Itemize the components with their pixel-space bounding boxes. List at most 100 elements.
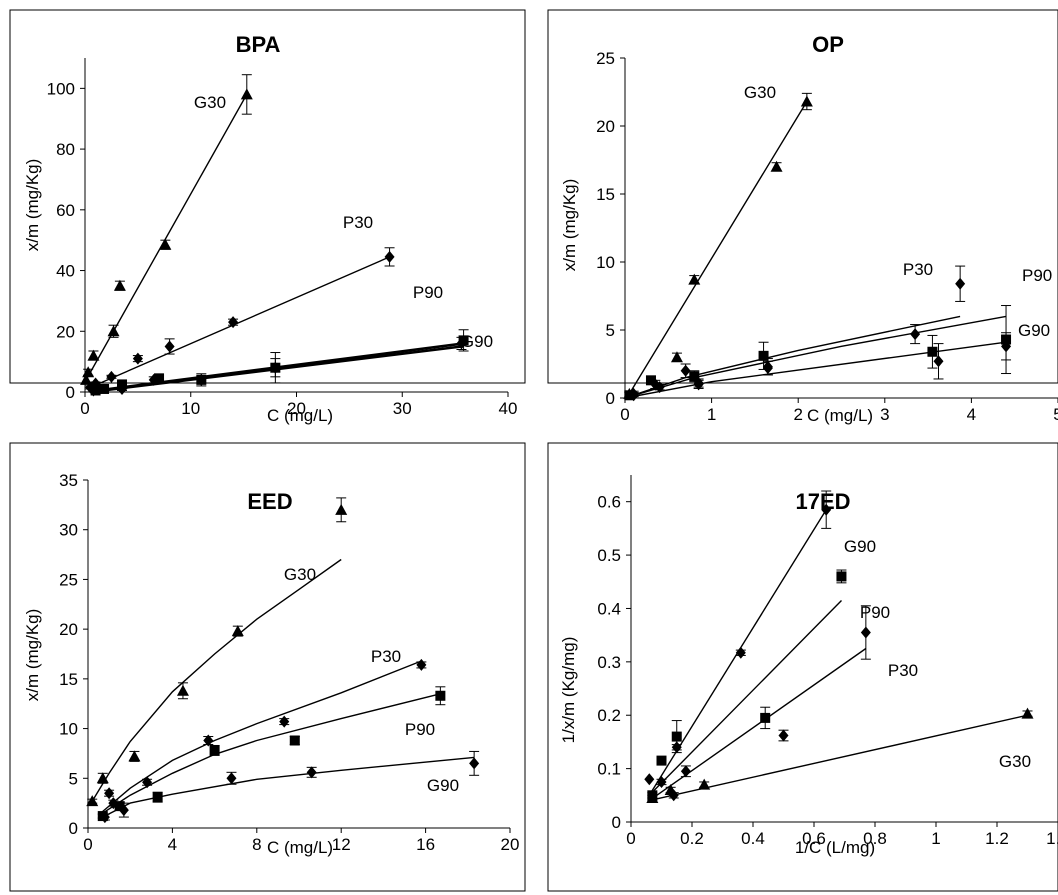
x-tick-label: 4 <box>168 835 177 854</box>
x-tick-label: 0 <box>83 835 92 854</box>
fit-line <box>648 600 842 796</box>
data-point-0 <box>88 384 99 397</box>
series-label: P30 <box>903 260 933 279</box>
y-tick-label: 60 <box>56 201 75 220</box>
x-tick-label: 0 <box>620 405 629 424</box>
x-tick-label: 20 <box>501 835 520 854</box>
x-tick-label: 30 <box>393 399 412 418</box>
x-tick-label: 12 <box>332 835 351 854</box>
data-point-3 <box>209 745 220 756</box>
data-point-1 <box>96 772 109 784</box>
data-point-2 <box>693 378 704 391</box>
fit-line <box>91 558 342 802</box>
y-tick-label: 10 <box>596 253 615 272</box>
chart-panel-3: EED 0 5 10 15 20 25 30 35 0 4 8 12 16 20 C (mg/L) x/m (m… <box>9 442 526 892</box>
y-tick-label: 0.5 <box>597 546 621 565</box>
x-tick-label: 1 <box>707 405 716 424</box>
series-label: P30 <box>888 661 918 680</box>
x-tick-label: 0.2 <box>680 829 704 848</box>
chart-title: EED <box>247 489 292 514</box>
x-tick-label: 0.4 <box>741 829 765 848</box>
data-point-0 <box>646 791 659 803</box>
data-point-5 <box>1001 340 1012 353</box>
data-point-5 <box>416 658 427 671</box>
data-point-2 <box>689 371 700 382</box>
series-P90: P90 <box>97 686 446 822</box>
chart-title: BPA <box>236 32 281 57</box>
data-point-5 <box>435 690 446 701</box>
data-point-6 <box>384 250 395 263</box>
fit-line <box>624 315 1007 399</box>
chart-panel-1: BPA 0 20 40 60 80 100 0 10 20 30 40 C (mg/L) x/m (mg/… <box>9 9 526 425</box>
series-label: P90 <box>860 603 890 622</box>
y-tick-label: 25 <box>59 570 78 589</box>
y-tick-label: 100 <box>47 79 75 98</box>
data-point-0 <box>656 775 667 788</box>
data-point-2 <box>106 370 117 383</box>
series-label: P90 <box>405 720 435 739</box>
data-point-4 <box>800 95 813 107</box>
data-point-3 <box>770 160 783 172</box>
data-point-2 <box>148 373 159 386</box>
data-point-6 <box>955 277 966 290</box>
data-point-5 <box>335 503 348 515</box>
data-point-3 <box>760 712 771 723</box>
series-G30: G30 <box>86 497 348 807</box>
data-point-4 <box>279 715 290 728</box>
chart-frame <box>9 9 526 384</box>
y-tick-label: 0.3 <box>597 653 621 672</box>
fit-line <box>100 660 422 814</box>
y-tick-label: 20 <box>596 117 615 136</box>
x-tick-label: 1 <box>931 829 940 848</box>
x-tick-label: 1.4 <box>1046 829 1058 848</box>
data-point-2 <box>128 750 141 762</box>
series-label: G30 <box>194 93 226 112</box>
series-G30: G30 <box>646 707 1034 803</box>
series-G90: G90 <box>99 750 480 824</box>
x-tick-label: 2 <box>793 405 802 424</box>
series-P90: P90 <box>90 283 469 396</box>
x-axis-label: C (mg/L) <box>267 406 333 425</box>
series-P90: P90 <box>647 569 890 801</box>
data-point-0 <box>104 787 115 800</box>
chart-panel-2: OP 0 5 10 15 20 25 0 1 2 3 4 5 C (mg/L) x/m (mg/Kg) G30… <box>547 9 1058 425</box>
y-tick-label: 0 <box>69 819 78 838</box>
data-point-3 <box>1021 707 1034 719</box>
fit-line <box>100 756 475 819</box>
x-tick-label: 0 <box>80 399 89 418</box>
fit-line <box>90 256 390 389</box>
x-tick-label: 0.8 <box>863 829 887 848</box>
data-point-4 <box>860 626 871 639</box>
series-G90: G90 <box>624 321 1050 402</box>
fit-line <box>628 101 808 395</box>
y-axis-label: x/m (mg/Kg) <box>560 179 579 272</box>
y-tick-label: 20 <box>56 322 75 341</box>
fit-line <box>648 647 867 802</box>
series-label: G90 <box>1018 321 1050 340</box>
x-tick-label: 0.6 <box>802 829 826 848</box>
x-axis-label: C (mg/L) <box>807 406 873 425</box>
y-tick-label: 10 <box>59 720 78 739</box>
data-point-1 <box>114 801 125 812</box>
data-point-1 <box>670 351 683 363</box>
x-tick-label: 0 <box>626 829 635 848</box>
series-label: P90 <box>413 283 443 302</box>
data-point-2 <box>680 765 691 778</box>
series-label: G30 <box>999 752 1031 771</box>
data-point-3 <box>762 362 773 375</box>
data-point-2 <box>735 646 746 659</box>
x-tick-label: 20 <box>287 399 306 418</box>
y-tick-label: 0.1 <box>597 760 621 779</box>
y-tick-label: 15 <box>596 185 615 204</box>
series-P30: P30 <box>100 647 427 814</box>
data-point-2 <box>87 349 100 361</box>
chart-title: OP <box>812 32 844 57</box>
data-point-3 <box>758 350 769 361</box>
data-point-3 <box>203 734 214 747</box>
data-point-2 <box>680 364 691 377</box>
x-tick-label: 1.2 <box>985 829 1009 848</box>
x-tick-label: 5 <box>1053 405 1058 424</box>
data-point-4 <box>231 625 244 637</box>
data-point-3 <box>132 352 143 365</box>
x-tick-label: 4 <box>967 405 976 424</box>
